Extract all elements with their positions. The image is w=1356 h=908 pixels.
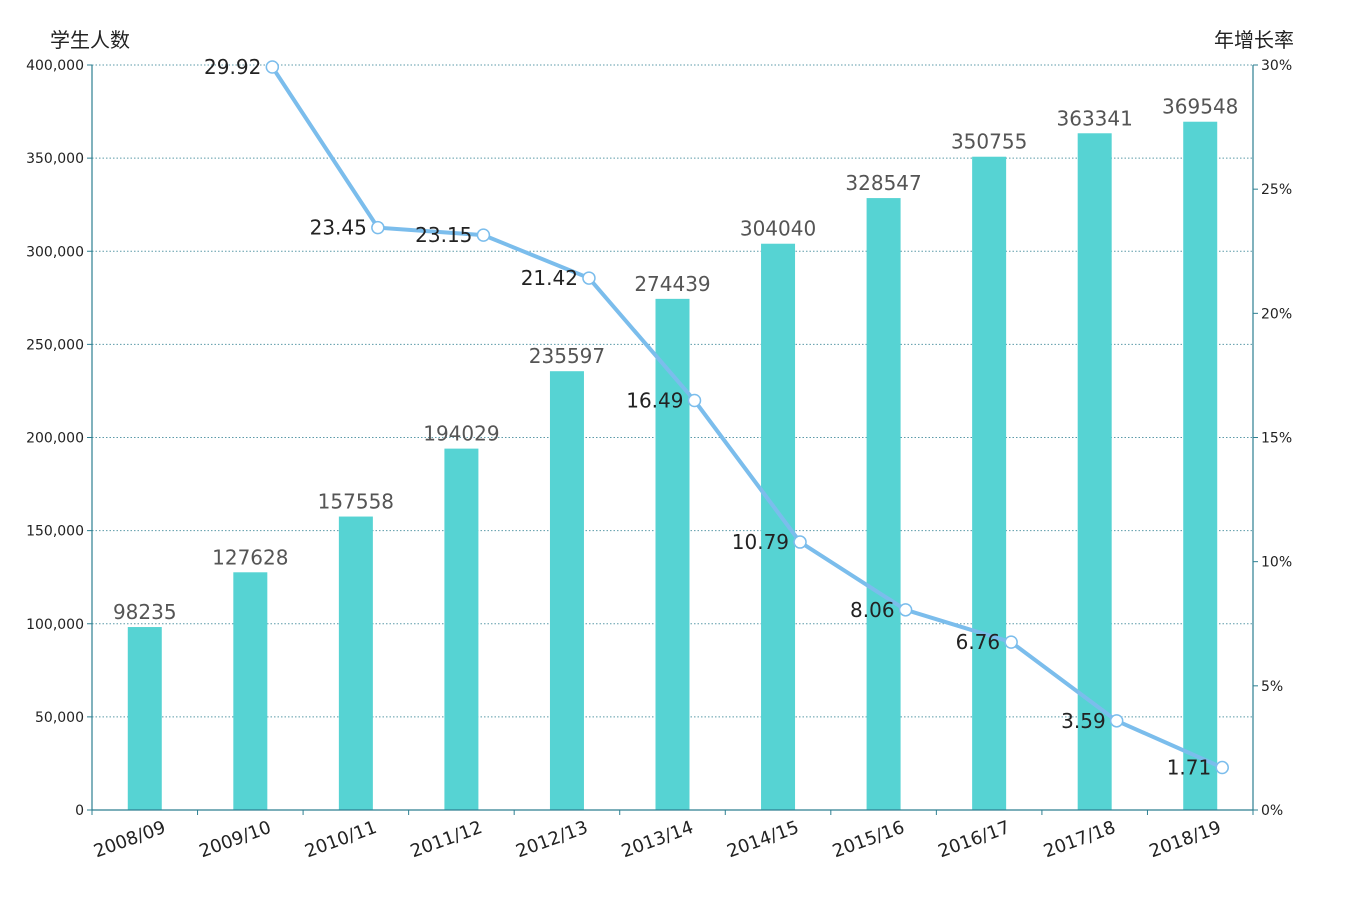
left-tick-label: 150,000: [26, 524, 84, 540]
x-category-label: 2014/15: [724, 817, 801, 862]
rate-value-label: 16.49: [626, 388, 683, 412]
rate-value-label: 3.59: [1061, 709, 1106, 733]
rate-point: [476, 228, 491, 242]
rate-point: [1004, 635, 1018, 649]
bar-value-label: 304040: [740, 217, 816, 241]
rate-point: [1109, 714, 1124, 728]
left-tick-label: 0: [75, 803, 84, 819]
bar: [444, 448, 479, 810]
left-tick-label: 300,000: [26, 244, 84, 260]
left-tick-label: 400,000: [26, 58, 84, 74]
rate-point: [687, 393, 702, 408]
left-tick-label: 250,000: [26, 337, 84, 353]
rate-value-label: 29.92: [204, 55, 261, 79]
bar-value-label: 328547: [845, 171, 921, 195]
axes: [87, 64, 1258, 815]
bar-value-label: 350755: [951, 130, 1027, 154]
x-category-label: 2016/17: [935, 817, 1012, 862]
x-category-label: 2010/11: [302, 817, 379, 862]
bar: [866, 198, 901, 811]
right-tick-label: 0%: [1261, 803, 1283, 819]
rate-point: [582, 271, 596, 285]
bar: [338, 516, 373, 810]
bar: [655, 298, 690, 810]
data-labels: 98235 127628 157558 194029 235597 274439 30404…: [113, 55, 1238, 780]
right-tick-label: 25%: [1261, 182, 1292, 198]
right-tick-label: 20%: [1261, 306, 1292, 322]
x-category-label: 2015/16: [830, 817, 907, 862]
rate-line-series: [265, 60, 1229, 775]
x-category-label: 2008/09: [91, 817, 168, 862]
right-axis-title: 年增长率: [1214, 28, 1294, 52]
left-axis-title: 学生人数: [50, 28, 130, 52]
bar-value-label: 274439: [634, 272, 710, 296]
right-tick-label: 15%: [1261, 431, 1292, 447]
bar: [233, 572, 268, 810]
x-category-label: 2009/10: [197, 817, 274, 862]
rate-point: [371, 220, 385, 235]
bar-value-label: 127628: [212, 545, 288, 569]
left-tick-label: 100,000: [26, 617, 84, 633]
bar-value-label: 157558: [318, 490, 394, 514]
rate-value-label: 6.76: [956, 630, 1001, 654]
rate-value-label: 23.45: [310, 216, 367, 240]
bar-value-label: 98235: [113, 600, 177, 624]
rate-point: [898, 603, 913, 617]
grid-lines: [92, 64, 1253, 718]
rate-value-label: 23.15: [415, 223, 472, 247]
left-tick-label: 200,000: [26, 431, 84, 447]
bar: [549, 371, 584, 810]
rate-point: [1215, 760, 1229, 775]
rate-point: [793, 535, 807, 549]
bar: [972, 156, 1007, 810]
bar-value-label: 235597: [529, 344, 605, 368]
bar: [1183, 121, 1218, 810]
right-tick-label: 5%: [1261, 679, 1283, 695]
bar: [127, 627, 162, 810]
x-category-label: 2012/13: [513, 817, 590, 862]
bar-value-label: 194029: [423, 422, 499, 446]
bar-value-label: 369548: [1162, 95, 1238, 119]
rate-value-label: 21.42: [521, 266, 578, 290]
rate-value-label: 10.79: [732, 530, 789, 554]
right-tick-label: 30%: [1261, 58, 1292, 74]
bar-series: [127, 121, 1218, 811]
x-category-label: 2018/19: [1146, 817, 1223, 862]
bar-value-label: 363341: [1057, 106, 1133, 130]
rate-value-label: 8.06: [850, 598, 895, 622]
right-tick-label: 10%: [1261, 555, 1292, 571]
rate-point: [265, 60, 280, 74]
x-category-label: 2011/12: [408, 817, 485, 862]
x-category-label: 2017/18: [1041, 817, 1118, 862]
left-tick-label: 50,000: [35, 710, 84, 726]
rate-value-label: 1.71: [1167, 756, 1212, 780]
rate-line: [270, 64, 1225, 770]
left-tick-label: 350,000: [26, 151, 84, 167]
x-category-label: 2013/14: [619, 817, 696, 862]
